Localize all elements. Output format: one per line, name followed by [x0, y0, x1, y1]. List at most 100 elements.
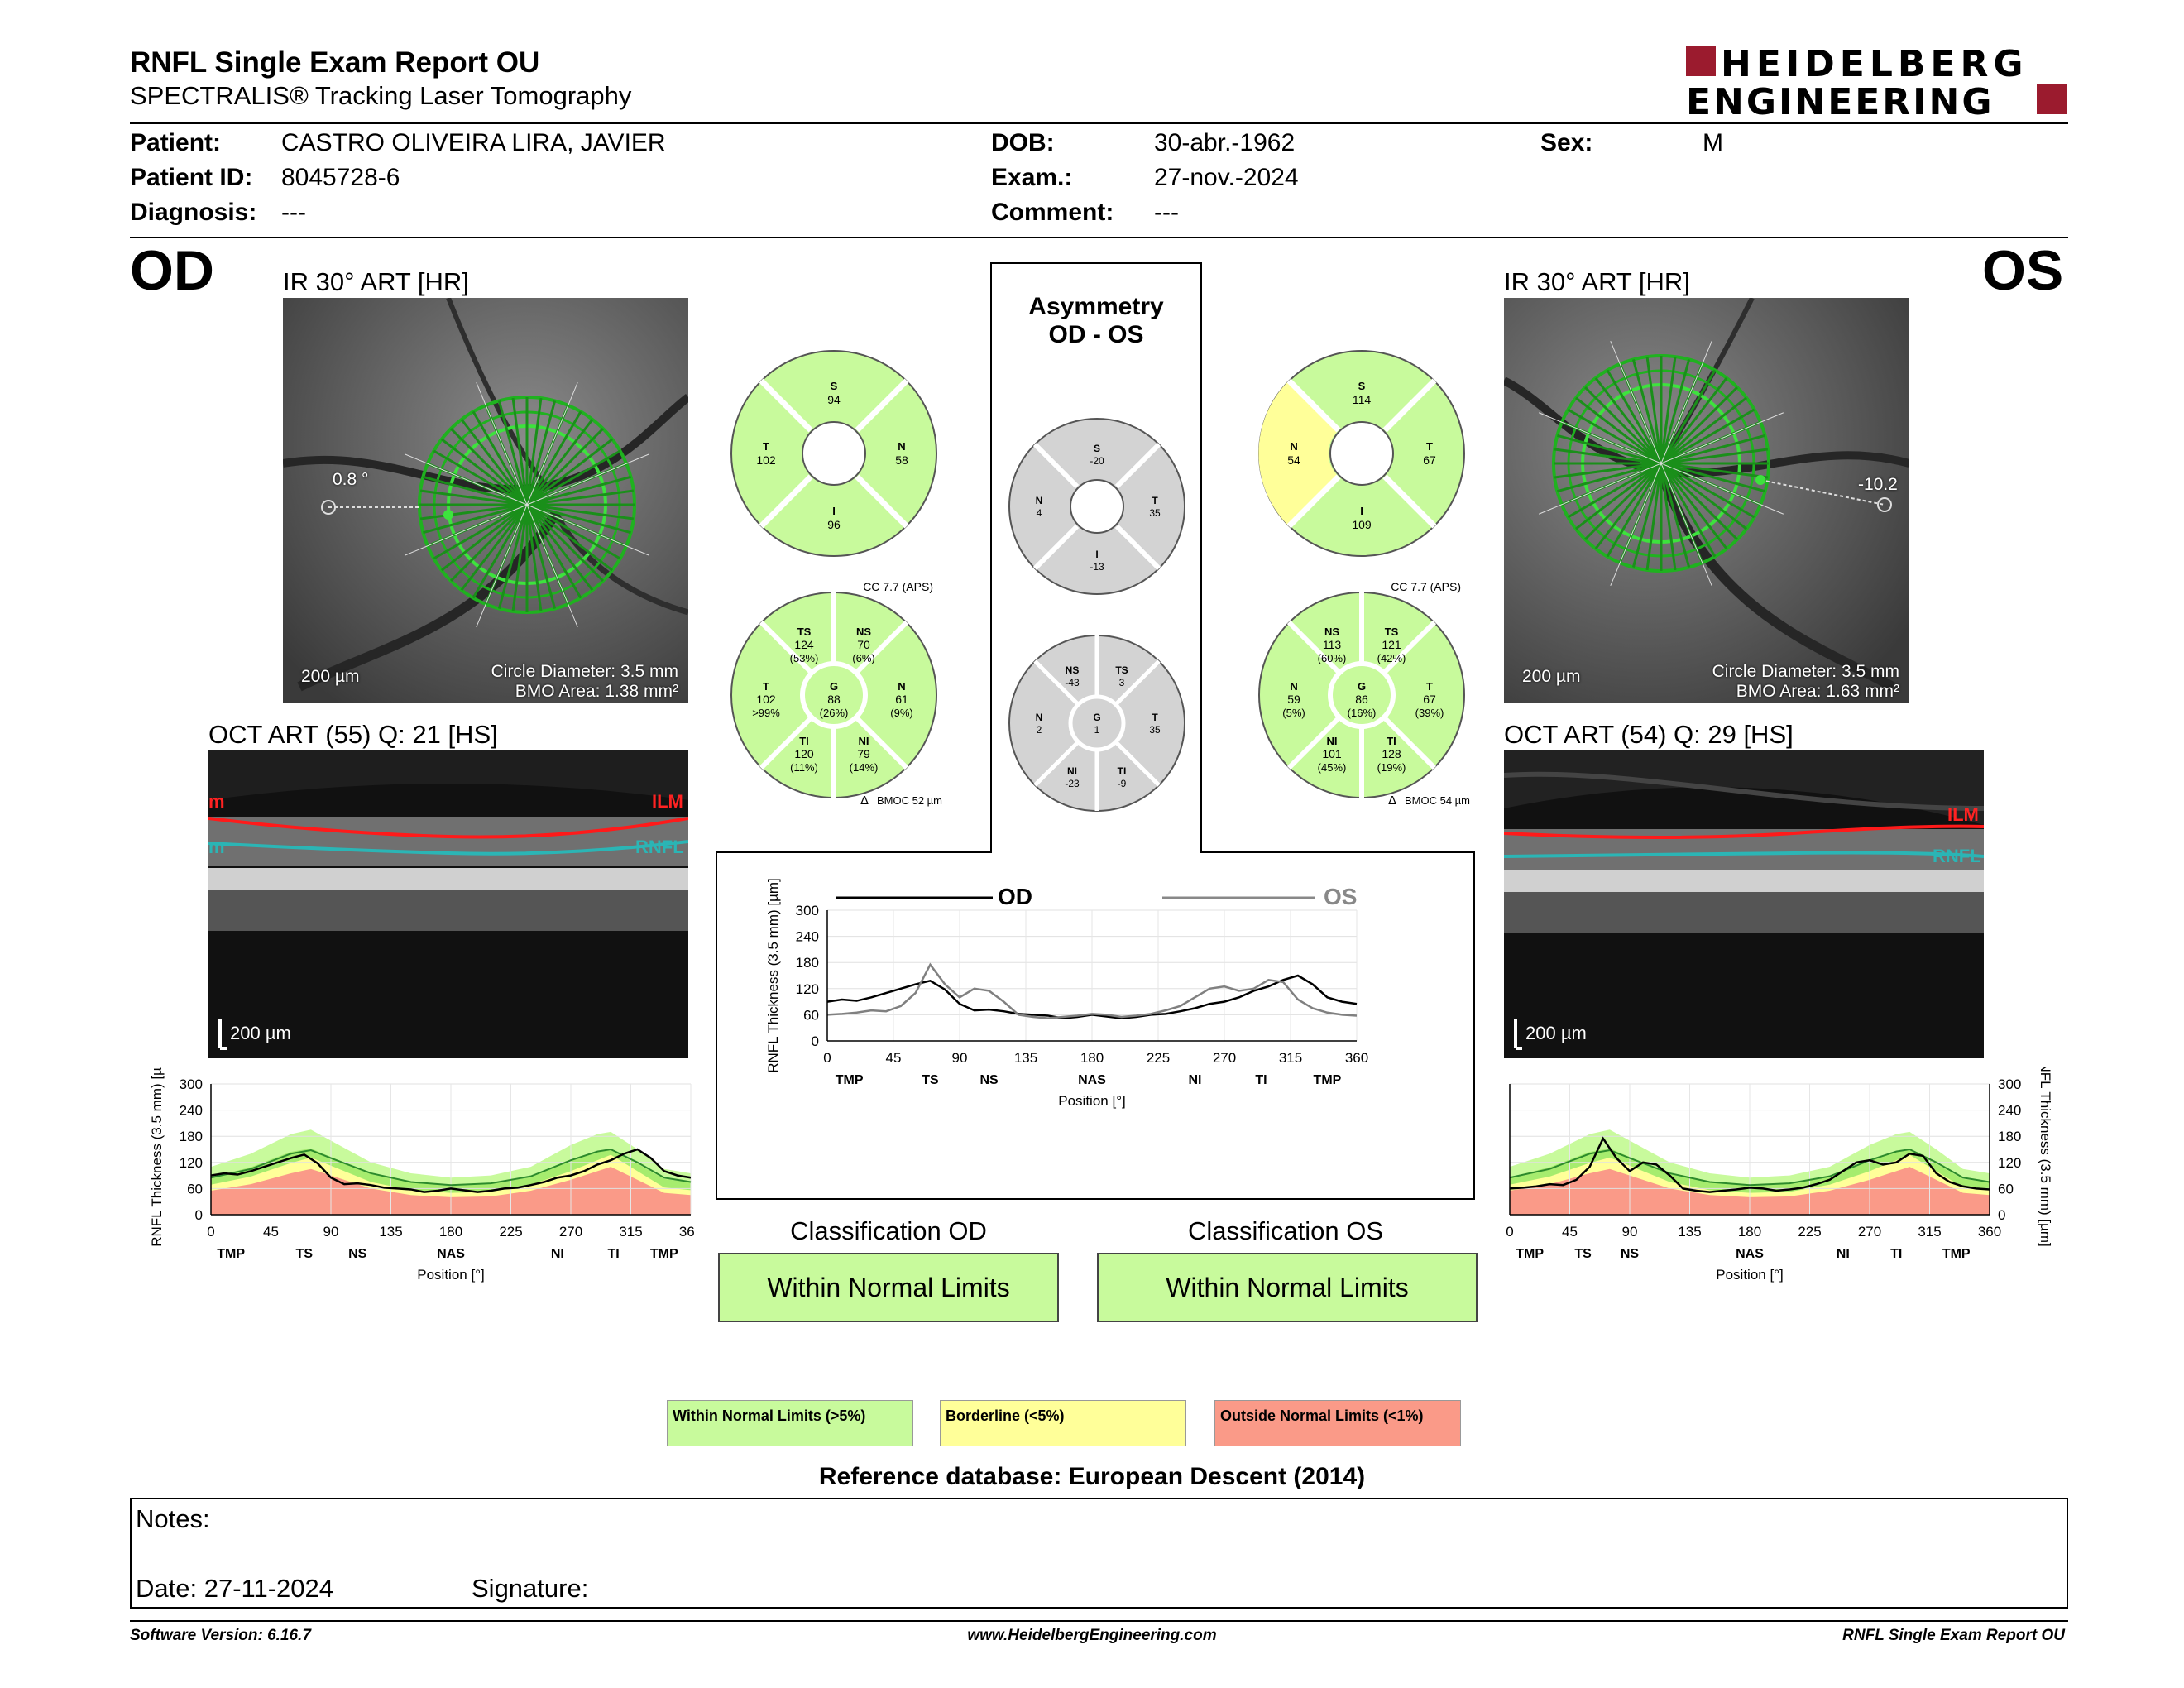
y-tick-label: 120 — [1998, 1155, 2021, 1171]
scan-spoke — [423, 475, 528, 506]
sector-label: TMP — [1942, 1247, 1971, 1261]
scan-spoke — [1606, 463, 1663, 558]
sector-label: TI — [1890, 1247, 1902, 1261]
y-tick-label: 120 — [796, 981, 819, 997]
asymmetry-sector-charts: S -20 N 4 T 35 I -13 NS -43 TS 3 N 2 G 1… — [1008, 418, 1185, 812]
y-tick-label: 300 — [1998, 1077, 2021, 1092]
center-legend-od: OD — [998, 884, 1032, 909]
scan-spoke — [1645, 463, 1663, 571]
x-tick-label: 45 — [1562, 1224, 1578, 1240]
patient-label: Patient: — [130, 129, 222, 156]
svg-text:T: T — [1426, 680, 1433, 693]
os-ir-caption: IR 30° ART [HR] — [1504, 267, 1690, 296]
svg-text:(9%): (9%) — [890, 707, 912, 719]
scan-spoke — [1631, 463, 1663, 568]
scan-spoke — [1567, 408, 1662, 465]
svg-text:(60%): (60%) — [1318, 652, 1347, 664]
scan-spoke — [433, 503, 528, 560]
od-q-t: 102 — [756, 453, 776, 467]
scan-spoke — [450, 428, 529, 506]
scan-spoke — [1660, 359, 1691, 464]
svg-text:2: 2 — [1037, 724, 1042, 736]
x-tick-label: 315 — [1279, 1050, 1302, 1066]
sector-label: NAS — [1078, 1073, 1106, 1087]
svg-text:-43: -43 — [1065, 677, 1080, 688]
y-tick-label: 180 — [1998, 1129, 2021, 1144]
svg-text:(11%): (11%) — [790, 761, 818, 774]
svg-text:(6%): (6%) — [852, 652, 874, 664]
footer-url[interactable]: www.HeidelbergEngineering.com — [967, 1627, 1217, 1644]
scan-spoke — [433, 449, 528, 506]
notes-signature: Signature: — [472, 1574, 589, 1603]
sector-label: NAS — [1736, 1247, 1764, 1261]
svg-text:I: I — [1095, 549, 1098, 560]
svg-text:(16%): (16%) — [1348, 707, 1377, 719]
os-scale: 200 µm — [1522, 667, 1581, 686]
svg-text:(39%): (39%) — [1415, 707, 1444, 719]
x-tick-label: 180 — [1080, 1050, 1104, 1066]
od-ilm-label: ILM — [652, 791, 683, 812]
svg-text:N: N — [1036, 712, 1043, 723]
os-circle-diameter: Circle Diameter: 3.5 mm — [1712, 662, 1899, 681]
svg-text:>99%: >99% — [752, 707, 780, 719]
os-q-s: 114 — [1353, 393, 1372, 406]
sector-label: NAS — [437, 1247, 465, 1261]
od-oct-caption: OCT ART (55) Q: 21 [HS] — [208, 720, 498, 749]
scan-spoke — [1554, 462, 1662, 479]
svg-text:S: S — [1094, 443, 1100, 454]
x-tick-label: 90 — [1622, 1224, 1638, 1240]
x-tick-label: 360 — [1345, 1050, 1368, 1066]
od-scale: 200 µm — [301, 667, 360, 686]
svg-text:124: 124 — [794, 638, 814, 651]
y-axis-label: RNFL Thickness (3.5 mm) [µm] — [2038, 1067, 2052, 1247]
scan-spoke — [440, 438, 528, 506]
x-tick-label: 360 — [679, 1224, 695, 1240]
scan-spoke — [526, 503, 614, 572]
svg-text:T: T — [1152, 495, 1158, 506]
x-tick-label: 225 — [1147, 1050, 1170, 1066]
y-axis-label: RNFL Thickness (3.5 mm) [µm] — [149, 1067, 165, 1247]
od-thickness-chart: 06012018024030004590135180225270315360TM… — [149, 1067, 695, 1283]
scan-spoke — [511, 397, 529, 506]
od-oct-scan — [208, 750, 688, 1058]
x-tick-label: 135 — [1678, 1224, 1701, 1240]
y-tick-label: 240 — [180, 1103, 203, 1119]
y-tick-label: 300 — [796, 903, 819, 918]
sector-label: TMP — [1516, 1247, 1544, 1261]
y-tick-label: 180 — [180, 1129, 203, 1144]
svg-text:I: I — [832, 505, 836, 517]
x-tick-label: 90 — [323, 1224, 339, 1240]
mean-line — [210, 1148, 692, 1187]
svg-text:TS: TS — [1115, 664, 1128, 676]
scan-spoke — [1574, 396, 1662, 465]
od-label: OD — [130, 239, 214, 302]
scan-spoke — [526, 475, 631, 506]
footer-version: Software Version: 6.16.7 — [130, 1627, 311, 1644]
x-axis-label: Position [°] — [417, 1267, 484, 1283]
svg-text:(14%): (14%) — [850, 761, 879, 774]
svg-text:S: S — [831, 380, 838, 392]
patient-id: 8045728-6 — [281, 164, 400, 191]
svg-text:70: 70 — [857, 638, 870, 651]
scan-spoke — [525, 418, 594, 506]
od-fundus-image — [283, 298, 688, 703]
dob-label: DOB: — [991, 129, 1055, 156]
svg-text:61: 61 — [895, 693, 908, 706]
report-title: RNFL Single Exam Report OU — [130, 46, 540, 79]
sector-label: TMP — [836, 1073, 864, 1087]
scan-spoke — [1660, 462, 1738, 540]
series-line-os — [1509, 1136, 1990, 1193]
scan-spoke — [472, 504, 529, 599]
scan-spoke — [525, 504, 594, 592]
sector-label: TI — [607, 1247, 619, 1261]
os-bmoc: BMOC 54 µm — [1405, 794, 1470, 807]
svg-text:4: 4 — [1037, 507, 1042, 519]
scan-spoke — [450, 503, 529, 582]
scan-spoke — [1660, 408, 1755, 465]
scan-spoke — [525, 503, 604, 582]
scan-spoke — [1584, 386, 1663, 465]
os-cc: CC 7.7 (APS) — [1391, 580, 1461, 593]
exam-date: 27-nov.-2024 — [1154, 164, 1299, 191]
x-tick-label: 45 — [886, 1050, 902, 1066]
